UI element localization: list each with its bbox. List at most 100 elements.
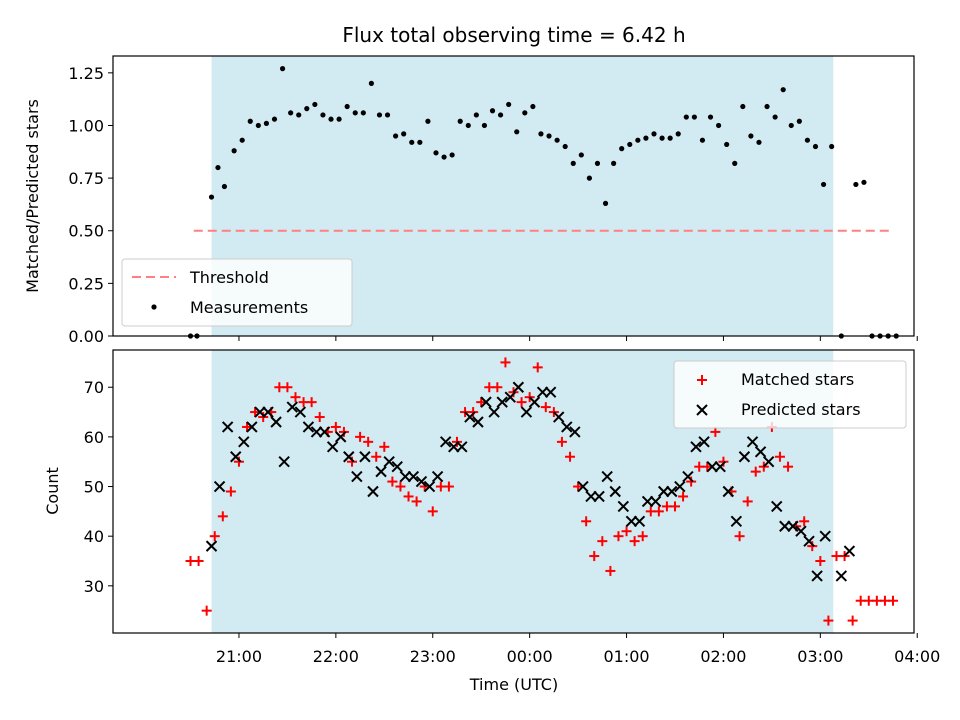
measurement-point <box>465 122 471 129</box>
measurement-point <box>554 137 560 143</box>
measurement-point <box>473 112 479 118</box>
measurement-point <box>208 194 215 200</box>
measurement-point <box>538 131 544 137</box>
measurement-point <box>659 135 665 141</box>
measurement-point <box>401 131 407 137</box>
measurement-point <box>247 118 253 124</box>
y-tick-label: 0.50 <box>68 222 104 241</box>
predicted-star-point <box>407 470 420 483</box>
predicted-star-point <box>771 500 783 513</box>
measurement-point <box>352 110 358 116</box>
measurement-point <box>780 87 786 93</box>
predicted-star-point <box>666 485 678 498</box>
y-tick-label: 1.00 <box>68 116 104 135</box>
matched-star-point <box>589 551 600 562</box>
measurement-point <box>732 160 738 166</box>
measurement-point <box>796 118 802 124</box>
legend-threshold-label: Threshold <box>189 268 269 287</box>
measurement-point <box>514 129 520 135</box>
measurement-point <box>328 116 334 122</box>
predicted-star-point <box>738 451 751 463</box>
measurement-point <box>393 133 399 139</box>
matched-star-point <box>653 506 664 517</box>
chart-title: Flux total observing time = 6.42 h <box>342 23 685 47</box>
matched-star-point <box>347 456 358 467</box>
measurement-point <box>820 181 827 188</box>
measurement-point <box>296 112 302 118</box>
measurement-point <box>231 148 237 154</box>
y-tick-label: 0.75 <box>68 169 104 188</box>
measurement-point <box>376 112 383 118</box>
legend-predicted-swatch <box>696 404 708 416</box>
matched-star-point <box>516 397 527 408</box>
measurement-point <box>667 135 673 141</box>
measurement-point <box>221 183 228 190</box>
matched-star-point <box>750 466 761 477</box>
measurement-point <box>481 122 488 129</box>
measurement-point <box>239 137 245 143</box>
measurement-point <box>497 112 504 118</box>
matched-star-point <box>250 407 261 418</box>
matched-star-point <box>605 565 616 576</box>
matched-star-point <box>403 491 414 502</box>
matched-star-point <box>427 506 438 517</box>
matched-star-point <box>710 426 721 437</box>
predicted-star-point <box>649 495 662 508</box>
matched-star-point <box>387 476 398 487</box>
predicted-star-point <box>375 465 387 478</box>
predicted-star-point <box>762 456 775 468</box>
predicted-star-point <box>230 451 242 463</box>
predicted-star-point <box>238 436 250 448</box>
matched-star-point <box>540 402 551 413</box>
legend-measurements-swatch <box>151 304 157 310</box>
measurement-point <box>804 137 811 143</box>
ratio-y-ticks: 0.00 0.25 0.50 0.75 1.00 1.25 <box>68 64 113 346</box>
measurement-point <box>627 141 633 148</box>
matched-star-point <box>637 531 648 542</box>
predicted-star-point <box>553 411 565 423</box>
predicted-star-point <box>698 436 710 448</box>
predicted-star-point <box>601 470 613 483</box>
predicted-star-point <box>561 421 573 433</box>
y-tick-label: 0.00 <box>68 327 104 346</box>
matched-star-point <box>282 382 293 393</box>
matched-star-point <box>371 451 382 462</box>
matched-star-point <box>686 476 697 487</box>
predicted-star-point <box>754 446 767 458</box>
legend-matched-swatch <box>697 375 707 385</box>
predicted-star-point <box>577 480 589 493</box>
matched-star-point <box>330 421 341 432</box>
measurement-point <box>312 101 318 108</box>
matched-star-point <box>225 486 236 497</box>
predicted-star-point <box>746 436 759 448</box>
x-tick-label: 00:00 <box>507 647 553 666</box>
predicted-star-point <box>351 470 363 483</box>
measurement-point <box>853 181 859 188</box>
counts-x-ticks: 21:00 22:00 23:00 00:00 01:00 02:00 03:00 04:00 <box>216 633 940 666</box>
matched-star-point <box>807 541 818 552</box>
predicted-star-point <box>205 540 218 552</box>
measurement-point <box>715 122 722 129</box>
measurement-point <box>724 141 730 148</box>
measurement-point <box>263 120 270 126</box>
x-tick-label: 21:00 <box>216 647 262 666</box>
measurement-point <box>530 103 536 110</box>
predicted-star-point <box>617 500 630 513</box>
predicted-star-point <box>480 396 492 408</box>
matched-star-point <box>492 382 503 393</box>
predicted-star-point <box>286 401 298 413</box>
predicted-star-point <box>787 520 799 532</box>
measurement-point <box>740 103 746 110</box>
predicted-star-point <box>682 470 694 483</box>
predicted-star-point <box>496 396 508 408</box>
predicted-star-point <box>722 485 734 498</box>
predicted-star-point <box>221 421 234 433</box>
predicted-star-point <box>343 451 355 463</box>
matched-star-point <box>718 456 729 467</box>
predicted-star-point <box>270 416 282 428</box>
matched-star-point <box>774 451 785 462</box>
matched-star-point <box>201 605 212 616</box>
predicted-star-point <box>803 535 815 547</box>
measurement-point <box>489 108 496 114</box>
